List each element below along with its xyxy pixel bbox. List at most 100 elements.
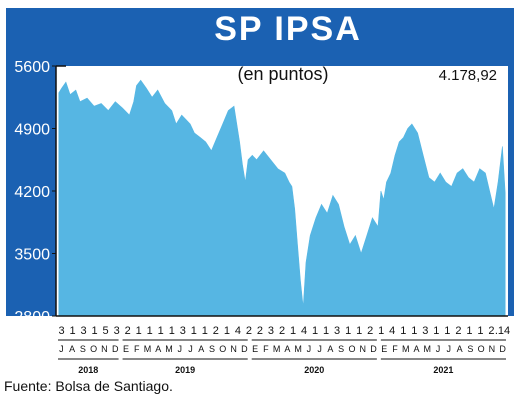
month-label: J xyxy=(188,344,193,354)
day-label: 3 xyxy=(114,325,120,337)
day-label: 1 xyxy=(400,325,406,337)
month-label: S xyxy=(80,344,86,354)
month-label: O xyxy=(348,344,355,354)
day-label: 1 xyxy=(290,325,296,337)
month-label: M xyxy=(165,344,173,354)
month-label: M xyxy=(402,344,410,354)
month-label: A xyxy=(284,344,290,354)
title-bar xyxy=(6,8,514,46)
month-label: O xyxy=(219,344,226,354)
day-label: 1 xyxy=(224,325,230,337)
y-tick-label: 3500 xyxy=(14,247,50,264)
chart-title: SP IPSA xyxy=(214,10,362,48)
day-label: 3 xyxy=(268,325,274,337)
y-axis: 5600 4900 4200 3500 2800 xyxy=(14,59,66,326)
day-label: 1 xyxy=(312,325,318,337)
month-label: O xyxy=(90,344,97,354)
month-label: D xyxy=(112,344,119,354)
month-label: J xyxy=(447,344,452,354)
month-label: D xyxy=(241,344,248,354)
day-label: 1 xyxy=(158,325,164,337)
y-tick-label: 2800 xyxy=(14,309,50,326)
month-label: J xyxy=(178,344,183,354)
month-label: A xyxy=(457,344,463,354)
day-label: 5 xyxy=(103,325,109,337)
month-label: F xyxy=(392,344,398,354)
month-label: J xyxy=(317,344,322,354)
month-label: E xyxy=(381,344,387,354)
chart-subtitle: (en puntos) xyxy=(237,64,328,84)
year-label: 2021 xyxy=(433,365,453,375)
day-label: 2 xyxy=(246,325,252,337)
month-label: A xyxy=(327,344,333,354)
day-label: 1 xyxy=(345,325,351,337)
month-label: N xyxy=(230,344,237,354)
month-label: S xyxy=(467,344,473,354)
month-label: M xyxy=(144,344,152,354)
month-label: A xyxy=(69,344,75,354)
year-label: 2019 xyxy=(175,365,195,375)
bottom-band xyxy=(56,316,508,378)
day-label: 3 xyxy=(80,325,86,337)
day-label: 2 xyxy=(488,325,494,337)
day-label: 1 xyxy=(433,325,439,337)
day-label: 3 xyxy=(58,325,64,337)
month-label: J xyxy=(436,344,441,354)
y-tick-label: 4900 xyxy=(14,122,50,139)
day-label: 1 xyxy=(169,325,175,337)
source-note: Fuente: Bolsa de Santiago. xyxy=(4,378,173,394)
month-label: A xyxy=(414,344,420,354)
month-label: F xyxy=(134,344,140,354)
day-label: 1 xyxy=(191,325,197,337)
index-area xyxy=(58,79,506,317)
day-label: 1 xyxy=(444,325,450,337)
y-tick-label: 4200 xyxy=(14,184,50,201)
day-label: 4 xyxy=(301,325,307,337)
day-label: 1 xyxy=(69,325,75,337)
day-label: 1 xyxy=(411,325,417,337)
month-label: A xyxy=(198,344,204,354)
month-label: M xyxy=(273,344,281,354)
day-label: 4 xyxy=(389,325,395,337)
day-label: 3 xyxy=(422,325,428,337)
day-label: 1 xyxy=(477,325,483,337)
day-label: 1 xyxy=(356,325,362,337)
month-label: O xyxy=(478,344,485,354)
day-label: .14 xyxy=(495,325,510,337)
month-label: D xyxy=(370,344,377,354)
day-label: 1 xyxy=(92,325,98,337)
month-label: N xyxy=(489,344,496,354)
day-label: 1 xyxy=(202,325,208,337)
day-label: 3 xyxy=(334,325,340,337)
last-value-label: 4.178,92 xyxy=(439,67,497,84)
day-label: 1 xyxy=(466,325,472,337)
day-label: 4 xyxy=(235,325,241,337)
month-label: S xyxy=(209,344,215,354)
day-label: 1 xyxy=(378,325,384,337)
day-label: 2 xyxy=(279,325,285,337)
month-label: E xyxy=(252,344,258,354)
month-label: D xyxy=(499,344,506,354)
day-label: 2 xyxy=(367,325,373,337)
day-label: 2 xyxy=(257,325,263,337)
day-label: 1 xyxy=(136,325,142,337)
day-label: 2 xyxy=(213,325,219,337)
month-label: A xyxy=(155,344,161,354)
month-label: E xyxy=(123,344,129,354)
month-label: S xyxy=(338,344,344,354)
y-tick-label: 5600 xyxy=(14,59,50,76)
day-label: 3 xyxy=(180,325,186,337)
day-label: 1 xyxy=(323,325,329,337)
month-label: M xyxy=(424,344,432,354)
month-label: N xyxy=(359,344,366,354)
month-label: N xyxy=(101,344,108,354)
month-label: J xyxy=(307,344,312,354)
month-label: F xyxy=(263,344,269,354)
day-label: 2 xyxy=(455,325,461,337)
month-label: J xyxy=(59,344,64,354)
year-label: 2018 xyxy=(78,365,98,375)
day-label: 1 xyxy=(147,325,153,337)
month-label: M xyxy=(294,344,302,354)
